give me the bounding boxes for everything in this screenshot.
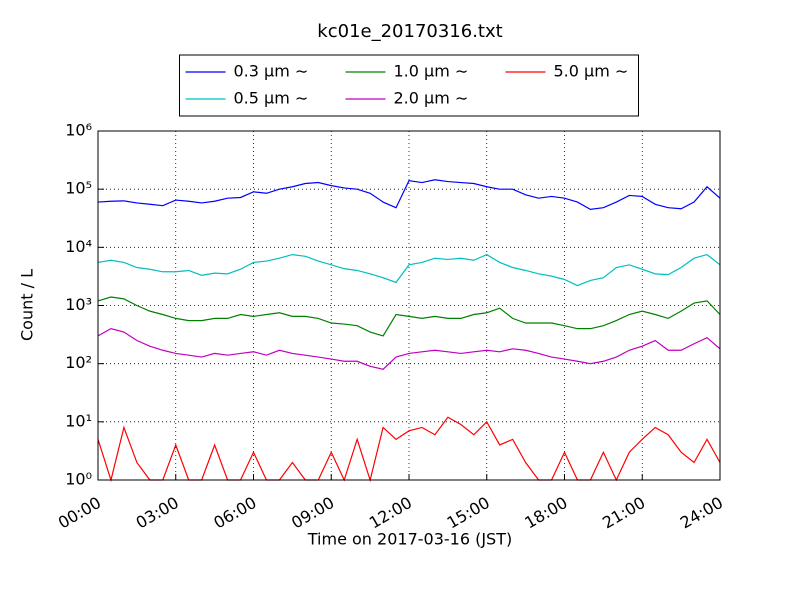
data-line [97, 328, 721, 370]
y-tick-label: 10⁵ [65, 179, 92, 198]
data-line [97, 179, 721, 210]
y-tick-label: 10⁰ [65, 470, 92, 489]
y-tick-label: 10³ [65, 295, 92, 314]
y-tick-label: 10¹ [65, 411, 92, 430]
legend-label: 0.3 μm ∼ [234, 62, 309, 81]
chart-title: kc01e_20170316.txt [317, 21, 502, 42]
data-line [97, 253, 721, 287]
y-tick-label: 10² [65, 353, 92, 372]
x-axis-label: Time on 2017-03-16 (JST) [307, 530, 512, 549]
legend-label: 5.0 μm ∼ [554, 62, 629, 81]
data-line [97, 296, 721, 337]
legend-label: 0.5 μm ∼ [234, 89, 309, 108]
legend-label: 2.0 μm ∼ [394, 89, 469, 108]
y-axis-label: Count / L [18, 269, 37, 341]
y-tick-label: 10⁴ [65, 237, 92, 256]
legend-label: 1.0 μm ∼ [394, 62, 469, 81]
plot-frame [97, 130, 721, 481]
legend-box [179, 54, 639, 117]
y-tick-label: 10⁶ [65, 121, 92, 140]
